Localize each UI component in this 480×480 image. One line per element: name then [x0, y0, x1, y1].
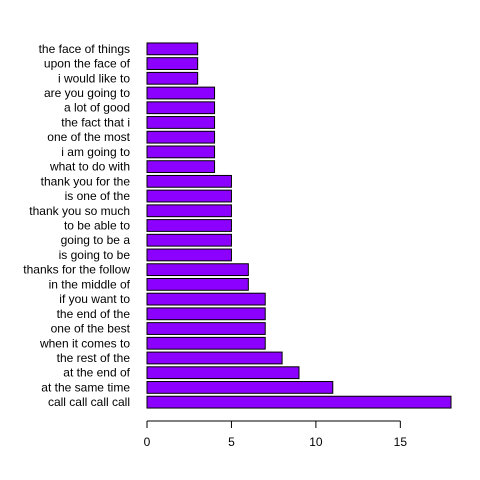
bar: [146, 351, 283, 365]
bar: [146, 381, 334, 394]
x-axis: 0 5 10 15: [144, 420, 408, 449]
bar: [146, 248, 232, 262]
category-label: the end of the: [57, 307, 131, 321]
category-label: when it comes to: [39, 336, 130, 350]
x-tick-label: 15: [394, 435, 408, 449]
bar: [146, 292, 266, 306]
category-label: i am going to: [61, 145, 130, 159]
bar: [146, 189, 232, 203]
bar: [146, 277, 249, 291]
bar: [146, 322, 266, 335]
bar: [146, 71, 199, 85]
category-label: are you going to: [44, 86, 130, 100]
bar: [146, 160, 216, 174]
category-label: is one of the: [65, 189, 131, 203]
category-label: to be able to: [64, 219, 130, 233]
bar: [146, 86, 216, 100]
category-label: if you want to: [59, 292, 130, 306]
bar: [146, 219, 232, 232]
category-label: upon the face of: [44, 57, 131, 71]
bar: [146, 42, 199, 56]
category-label: at the same time: [41, 380, 130, 394]
x-tick-label: 5: [228, 435, 235, 449]
category-label: at the end of: [63, 366, 130, 380]
category-label: thanks for the follow: [23, 263, 130, 277]
bar: [146, 174, 232, 188]
category-label: i would like to: [58, 71, 130, 85]
category-label: thank you so much: [29, 204, 130, 218]
category-label: what to do with: [49, 160, 130, 174]
category-label: one of the most: [47, 130, 130, 144]
category-label: a lot of good: [64, 101, 130, 115]
bar: [146, 57, 199, 70]
category-label: one of the best: [51, 322, 131, 336]
bar: [146, 233, 232, 247]
bar: [146, 145, 216, 159]
bar: [146, 130, 216, 144]
bar: [146, 336, 266, 350]
bar: [146, 263, 249, 277]
bar: [146, 116, 216, 129]
bar: [146, 366, 300, 380]
bar: [146, 204, 232, 218]
category-label: call call call call: [48, 395, 130, 409]
category-label: thank you for the: [41, 174, 131, 188]
category-label: the rest of the: [57, 351, 131, 365]
x-tick-label: 0: [144, 435, 151, 449]
category-label: the fact that i: [61, 115, 130, 129]
bar: [146, 101, 216, 115]
bar: [146, 395, 452, 409]
bars-group: [146, 42, 452, 409]
category-label: is going to be: [59, 248, 131, 262]
bar: [146, 307, 266, 321]
category-label: going to be a: [61, 233, 131, 247]
category-label: the face of things: [39, 42, 130, 56]
category-label: in the middle of: [49, 277, 131, 291]
x-tick-label: 10: [309, 435, 323, 449]
